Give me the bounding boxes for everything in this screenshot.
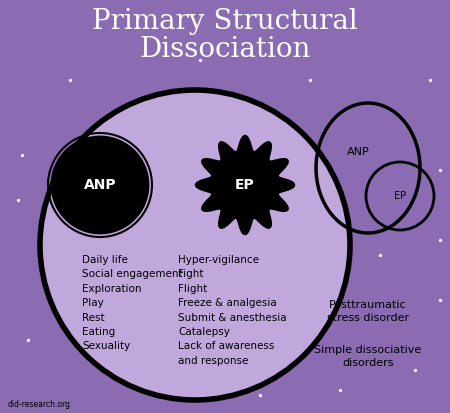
Text: ANP: ANP [84, 178, 116, 192]
Text: Hyper-vigilance
Fight
Flight
Freeze & analgesia
Submit & anesthesia
Catalepsy
La: Hyper-vigilance Fight Flight Freeze & an… [178, 255, 287, 366]
Text: EP: EP [235, 178, 255, 192]
Circle shape [40, 90, 350, 400]
Text: Daily life
Social engagement
Exploration
Play
Rest
Eating
Sexuality: Daily life Social engagement Exploration… [82, 255, 183, 351]
Text: Primary Structural
Dissociation: Primary Structural Dissociation [92, 8, 358, 63]
Text: ANP: ANP [346, 147, 369, 157]
Text: Simple dissociative
disorders: Simple dissociative disorders [315, 345, 422, 368]
Circle shape [52, 137, 148, 233]
Polygon shape [195, 135, 295, 235]
Text: EP: EP [394, 191, 406, 201]
Text: did-research.org: did-research.org [8, 400, 71, 409]
Text: Posttraumatic
stress disorder: Posttraumatic stress disorder [327, 300, 409, 323]
